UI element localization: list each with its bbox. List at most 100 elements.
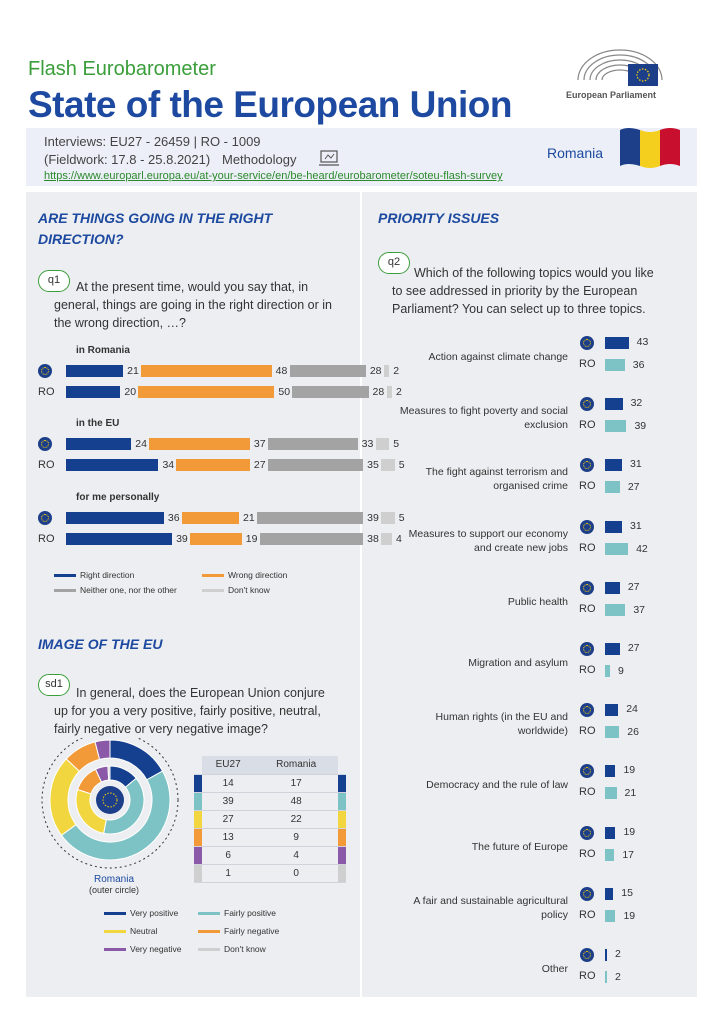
- q1-bar-value: 33: [361, 438, 374, 450]
- outer-dashed-ring: [41, 738, 179, 869]
- eu-flag-icon: [580, 764, 594, 779]
- priority-topic-label: Migration and asylum: [378, 656, 568, 670]
- priority-value-ro: 21: [624, 787, 637, 800]
- q1-bar-value: 24: [135, 438, 147, 450]
- q1-bar-value: 2: [393, 365, 400, 377]
- table-header-row: EU27 Romania: [194, 756, 346, 775]
- ro-label: RO: [579, 786, 596, 799]
- priority-topic-label-line: Other: [541, 963, 568, 975]
- ro-label: RO: [579, 664, 596, 676]
- methodology-icon[interactable]: [318, 150, 340, 168]
- q1-bar-value: 5: [398, 459, 405, 471]
- sd1-badge: sd1: [38, 674, 70, 696]
- table-cell: 27: [202, 810, 255, 829]
- table-cell: 17: [254, 774, 338, 793]
- priority-bar-eu27: [605, 887, 614, 900]
- eu-flag-icon: [580, 825, 594, 840]
- q1-bar-segment: [181, 512, 240, 524]
- priority-bar-ro: [605, 481, 620, 494]
- legend-fairly-negative: Fairly negative: [198, 926, 279, 936]
- row-color-swatch: [194, 828, 202, 847]
- q2-question-line3: Parliament? You can select up to three t…: [392, 302, 646, 316]
- methodology-link[interactable]: Methodology: [222, 152, 297, 167]
- eu-flag-icon: [38, 511, 52, 525]
- q2-question-line1: Which of the following topics would you …: [414, 266, 654, 280]
- q1-bar-segment: [259, 533, 364, 545]
- table-cell: 13: [202, 828, 255, 847]
- row-color-swatch: [338, 774, 346, 793]
- priority-bar-ro: [605, 726, 620, 739]
- eu-flag-icon: [580, 458, 594, 473]
- priority-topic-label-line: Action against climate change: [428, 351, 569, 363]
- q1-question-line3: the wrong direction, …?: [54, 316, 187, 330]
- q1-bar-segment: [386, 386, 392, 398]
- priority-value-ro: 36: [632, 359, 645, 371]
- priority-bar-ro: [605, 848, 615, 861]
- priority-bar-eu27: [605, 581, 620, 594]
- row-color-swatch: [338, 810, 346, 829]
- q1-bar-segment: [381, 459, 395, 471]
- eu-flag-icon: [38, 364, 52, 378]
- survey-url-link[interactable]: https://www.europarl.europa.eu/at-your-s…: [44, 170, 503, 182]
- priority-value-eu27: 15: [621, 886, 633, 899]
- table-row: 27 22: [194, 810, 346, 829]
- table-cell: 6: [202, 846, 255, 865]
- q1-bar-segment: [66, 512, 164, 524]
- country-label: Romania: [547, 145, 604, 161]
- q1-bar-segment: [292, 386, 369, 398]
- donut-eu27-slice: [107, 765, 111, 781]
- priority-value-ro: 42: [636, 542, 648, 555]
- ro-label: RO: [38, 533, 55, 545]
- eu-stars-ring: [102, 792, 118, 808]
- row-color-swatch: [338, 792, 346, 811]
- priority-value-eu27: 24: [626, 703, 638, 716]
- priority-value-ro: 9: [617, 665, 624, 677]
- eu-flag-icon: [580, 580, 594, 595]
- priority-topic-label-line: exclusion: [524, 419, 568, 432]
- row-color-swatch: [194, 810, 202, 829]
- priority-topic-label-line: The fight against terrorism and: [425, 466, 568, 479]
- sd1-question-line2: up for you a very positive, fairly posit…: [54, 704, 321, 718]
- eu-flag-icon: [580, 948, 594, 962]
- q1-section-title-line1: ARE THINGS GOING IN THE RIGHT: [38, 210, 273, 226]
- legend-sd1-dont-know: Don't know: [198, 944, 266, 954]
- eu-flag-icon: [580, 642, 594, 656]
- q1-section-title-line2: DIRECTION?: [38, 231, 124, 247]
- priority-topic-label-line: worldwide): [517, 725, 568, 738]
- q1-bar-value: 2: [396, 386, 402, 398]
- ro-label: RO: [579, 725, 596, 738]
- q1-bar-segment: [141, 365, 272, 377]
- priority-value-ro: 2: [615, 971, 621, 983]
- q1-question-line1: At the present time, would you say that,…: [76, 280, 309, 294]
- q1-question-line2: general, things are going in the right d…: [54, 298, 332, 312]
- info-bar: [26, 128, 697, 186]
- table-cell: 9: [254, 828, 338, 847]
- eu-flag-icon: [580, 886, 594, 901]
- row-color-swatch: [194, 864, 202, 883]
- q1-bar-value: 21: [243, 512, 255, 524]
- priority-topic-label-line: Measures to support our economy: [408, 527, 568, 540]
- row-color-swatch: [338, 846, 346, 865]
- donut-romania-slice: [60, 770, 171, 861]
- priority-value-ro: 19: [623, 909, 636, 922]
- priority-topic-label-line: Migration and asylum: [468, 657, 568, 669]
- priority-topic-label: Other: [378, 962, 568, 976]
- ro-label: RO: [579, 970, 596, 982]
- flash-eurobarometer-label: Flash Eurobarometer: [28, 58, 216, 80]
- priority-bar-eu27: [605, 704, 619, 717]
- priority-topic-label-line: organised crime: [493, 480, 568, 493]
- sd1-question-line1: In general, does the European Union conj…: [76, 686, 325, 700]
- q1-bar-segment: [190, 533, 242, 545]
- row-color-swatch: [338, 828, 346, 847]
- image-of-eu-table: EU27 Romania 14 17 39 48 27 22 13 9 6 4 1 0: [194, 756, 346, 883]
- q1-bar-segment: [381, 533, 392, 545]
- priority-topic-label-line: policy: [541, 908, 568, 921]
- right-panel: [362, 192, 697, 997]
- legend-neutral: Neutral: [104, 926, 157, 936]
- priority-value-eu27: 32: [630, 397, 643, 410]
- legend-right-direction: Right direction: [54, 570, 134, 580]
- priority-topic-label-line: and create new jobs: [474, 541, 568, 554]
- priority-bar-eu27: [605, 949, 607, 961]
- priority-bar-ro: [605, 603, 626, 616]
